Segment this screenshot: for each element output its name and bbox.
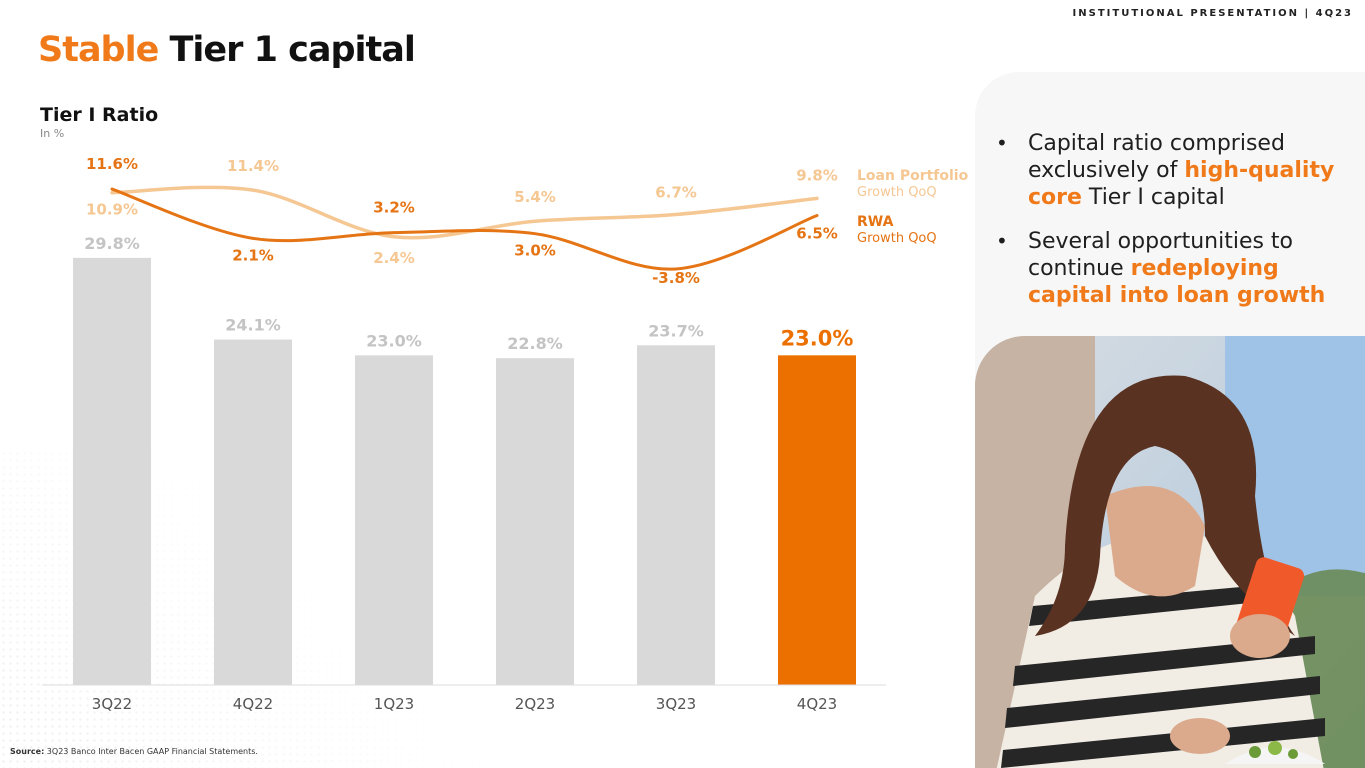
bar-4Q23 [778,355,856,685]
x-tick-3Q23: 3Q23 [656,695,696,713]
legend-loan-portfolio-name: Loan Portfolio [857,168,969,184]
bar-value-label-3Q23: 23.7% [648,321,704,340]
rwa-growth-line [110,187,819,271]
x-tick-3Q22: 3Q22 [92,695,132,713]
source-label: Source: [10,747,45,756]
x-tick-1Q23: 1Q23 [374,695,414,713]
rwa-label-4Q22: 2.1% [232,246,274,264]
key-points-list: • Capital ratio comprised exclusively of … [996,130,1351,326]
chart-subtitle: In % [40,127,65,140]
page-title: Stable Tier 1 capital [38,30,416,70]
chart-title: Tier I Ratio [40,104,159,126]
loan-portfolio-label-1Q23: 2.4% [373,249,415,267]
legend-rwa-name: RWA [857,214,894,230]
x-tick-2Q23: 2Q23 [515,695,555,713]
x-tick-4Q23: 4Q23 [797,695,837,713]
bar-value-label-4Q23: 23.0% [781,326,854,350]
page-title-accent: Stable [38,30,159,70]
labels-layer: 29.8% 3Q22 24.1% 4Q22 23.0% 1Q23 22.8% 2Q23 23.7… [84,155,853,713]
bar-1Q23 [355,355,433,685]
loan-portfolio-label-3Q23: 6.7% [655,183,697,201]
source-note: Source: 3Q23 Banco Inter Bacen GAAP Fina… [10,747,258,756]
rwa-label-3Q22: 11.6% [86,155,138,173]
legend-loan-portfolio-sub: Growth QoQ [857,185,937,200]
bar-value-label-4Q22: 24.1% [225,316,281,335]
key-point-2-highlight: redeploying capital into loan growth [1028,256,1326,308]
bar-3Q22 [73,257,151,685]
key-point-1-highlight: high-quality core [1028,158,1335,210]
loan-portfolio-label-3Q22: 10.9% [86,201,138,219]
bar-value-label-2Q23: 22.8% [507,334,563,353]
key-point-2: • Several opportunities to continue redep… [996,228,1351,309]
bullet-icon: • [996,131,1008,155]
bar-3Q23 [637,345,715,685]
rwa-label-3Q23: -3.8% [652,269,700,287]
woman-with-phone-photo [975,336,1365,768]
bar-4Q22 [214,339,292,685]
x-tick-4Q22: 4Q22 [233,695,273,713]
key-point-1-before: Capital ratio comprised exclusively of [1028,131,1285,183]
bar-value-label-3Q22: 29.8% [84,234,140,253]
source-text: 3Q23 Banco Inter Bacen GAAP Financial St… [44,747,258,756]
loan-portfolio-label-4Q22: 11.4% [227,157,279,175]
bar-2Q23 [496,358,574,685]
key-point-1: • Capital ratio comprised exclusively of … [996,130,1351,211]
bar-value-label-1Q23: 23.0% [366,331,422,350]
legend-rwa-sub: Growth QoQ [857,231,937,246]
bullet-icon: • [996,229,1008,253]
tier1-ratio-chart: 29.8% 3Q22 24.1% 4Q22 23.0% 1Q23 22.8% 2Q23 23.7… [42,155,969,713]
rwa-label-1Q23: 3.2% [373,199,415,217]
bars-layer [73,257,856,685]
presentation-tag: INSTITUTIONAL PRESENTATION | 4Q23 [1072,8,1353,19]
loan-portfolio-growth-line [110,185,819,240]
key-point-1-after: Tier I capital [1081,185,1225,210]
key-point-2-before: Several opportunities to continue [1028,229,1294,281]
loan-portfolio-label-4Q23: 9.8% [796,166,838,184]
loan-portfolio-label-2Q23: 5.4% [514,188,556,206]
page-title-rest: Tier 1 capital [158,30,416,70]
lines-layer [110,185,819,271]
rwa-label-2Q23: 3.0% [514,242,556,260]
rwa-label-4Q23: 6.5% [796,225,838,243]
